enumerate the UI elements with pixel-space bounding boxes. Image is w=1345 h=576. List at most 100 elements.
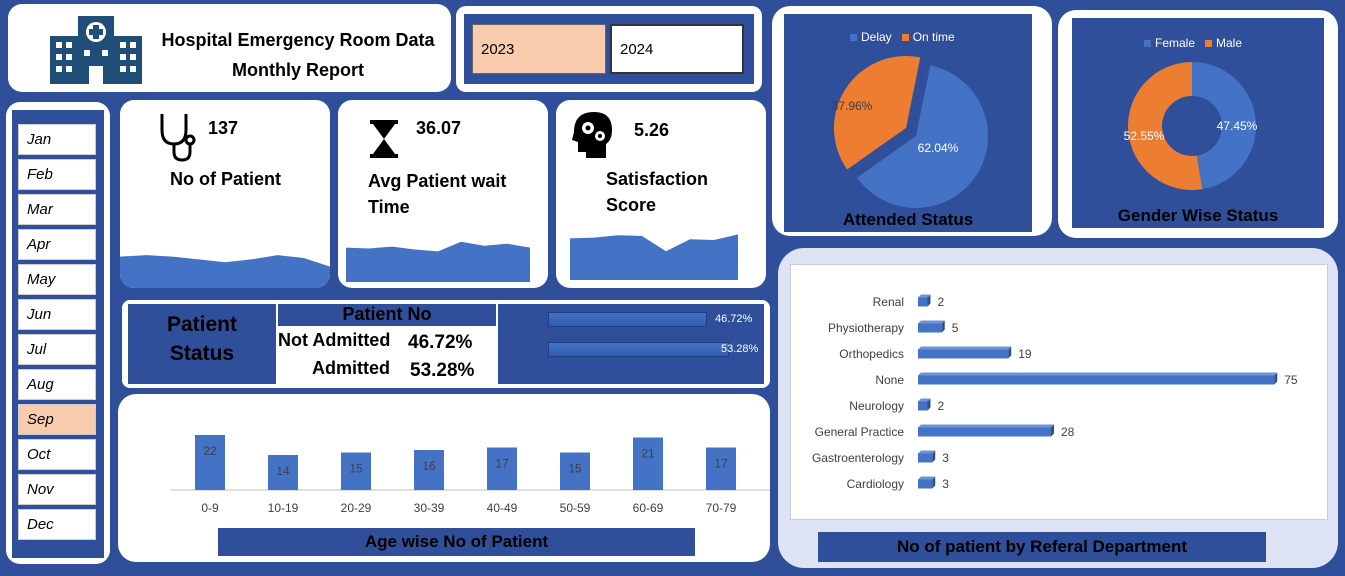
legend-female: Female <box>1144 36 1195 50</box>
age-bar-value: 17 <box>495 457 509 471</box>
attended-status-card: Delay On time 62.04% 37.96% Attended Stat… <box>772 6 1052 236</box>
age-bar-value: 14 <box>276 464 290 478</box>
age-bar <box>414 450 444 490</box>
title-card: Hospital Emergency Room Data Monthly Rep… <box>8 4 451 92</box>
donut-label-female: 47.45% <box>1217 119 1258 133</box>
referral-bar-value: 28 <box>1061 425 1075 439</box>
age-tick-label: 50-59 <box>560 501 591 515</box>
sparkline-area <box>346 241 530 282</box>
age-tick-label: 30-39 <box>414 501 445 515</box>
not-admitted-value: 46.72% <box>408 332 473 353</box>
referral-bar-top <box>918 320 945 324</box>
month-option-jan[interactable]: Jan <box>18 124 96 155</box>
page-title: Hospital Emergency Room Data <box>161 30 435 50</box>
kpi-patients-value: 137 <box>208 118 239 138</box>
referral-category-label: Neurology <box>849 399 904 413</box>
kpi-satisfaction-sparkline <box>570 234 738 280</box>
kpi-wait-card: 36.07 Avg Patient wait Time <box>338 100 548 288</box>
donut-slice-female <box>1192 62 1256 190</box>
age-bar <box>633 437 663 490</box>
kpi-patients-card: 137 No of Patient <box>120 100 330 288</box>
referral-bar <box>918 297 928 307</box>
referral-bar <box>918 349 1009 359</box>
referral-bar-side <box>932 476 936 489</box>
admitted-value: 53.28% <box>410 360 475 381</box>
pie-label-delay: 62.04% <box>918 141 959 155</box>
referral-bar-top <box>918 294 931 298</box>
referral-bar <box>918 375 1275 385</box>
donut-slice-male <box>1128 62 1203 190</box>
gender-chart-title: Gender Wise Status <box>1117 206 1279 225</box>
referral-bar-top <box>918 424 1054 428</box>
age-bar <box>560 452 590 490</box>
age-tick-label: 10-19 <box>268 501 299 515</box>
gender-donut-chart: 47.45% 52.55% <box>1124 62 1258 190</box>
referral-bar-side <box>1274 372 1278 385</box>
referral-category-label: Renal <box>873 295 904 309</box>
page-subtitle: Monthly Report <box>232 60 364 80</box>
referral-category-label: Orthopedics <box>839 347 904 361</box>
patient-status-title: Patient Status <box>128 304 276 384</box>
referral-bar-side <box>1008 346 1012 359</box>
month-option-aug[interactable]: Aug <box>18 369 96 400</box>
month-option-apr[interactable]: Apr <box>18 229 96 260</box>
referral-bar-top <box>918 450 936 454</box>
referral-bar-top <box>918 346 1012 350</box>
referral-bar-top <box>918 398 931 402</box>
kpi-patients-sparkline <box>120 255 330 288</box>
referral-bar <box>918 323 942 333</box>
pie-slice-on-time <box>834 56 921 170</box>
pie-label-on-time: 37.96% <box>832 99 873 113</box>
age-bar <box>195 435 225 490</box>
kpi-satisfaction-card: 5.26 Satisfaction Score <box>556 100 766 288</box>
month-option-dec[interactable]: Dec <box>18 509 96 540</box>
age-bar-value: 15 <box>349 462 363 476</box>
year-option-2024[interactable]: 2024 <box>610 24 744 74</box>
referral-category-label: Gastroenterology <box>812 451 904 465</box>
referral-bar-value: 5 <box>952 321 959 335</box>
referral-bar-side <box>927 398 931 411</box>
referral-category-label: Physiotherapy <box>828 321 904 335</box>
attended-chart-title: Attended Status <box>842 210 974 229</box>
stethoscope-icon <box>160 114 196 162</box>
referral-bar-value: 2 <box>938 399 945 413</box>
referral-bar-top <box>918 372 1278 376</box>
patient-no-header: Patient No <box>278 304 496 326</box>
donut-label-male: 52.55% <box>1124 129 1165 143</box>
month-option-oct[interactable]: Oct <box>18 439 96 470</box>
month-option-mar[interactable]: Mar <box>18 194 96 225</box>
patient-status-card: Patient Status Patient No Not Admitted 4… <box>122 300 770 388</box>
month-option-feb[interactable]: Feb <box>18 159 96 190</box>
referral-category-label: None <box>875 373 904 387</box>
age-bar-value: 21 <box>641 447 655 461</box>
kpi-wait-label-2: Time <box>368 197 410 217</box>
age-chart-card: 22 0-9 14 10-19 15 20-29 16 30-39 17 40-49 15 50-59… <box>118 394 770 562</box>
month-option-nov[interactable]: Nov <box>18 474 96 505</box>
age-bar-chart: 22 0-9 14 10-19 15 20-29 16 30-39 17 40-49 15 50-59… <box>170 435 770 515</box>
referral-bar-side <box>941 320 945 333</box>
referral-bar-value: 19 <box>1018 347 1032 361</box>
month-option-sep[interactable]: Sep <box>18 404 96 435</box>
kpi-wait-sparkline <box>346 241 530 282</box>
status-bar-0 <box>548 312 707 327</box>
referral-bar-chart: Renal 2 Physiotherapy 5 Orthopedics 19 None 75 N… <box>812 294 1298 491</box>
month-option-may[interactable]: May <box>18 264 96 295</box>
kpi-satisfaction-value: 5.26 <box>634 120 670 140</box>
kpi-wait-value: 36.07 <box>416 118 462 138</box>
age-bar-value: 17 <box>714 457 728 471</box>
year-option-2023[interactable]: 2023 <box>472 24 606 74</box>
age-chart-title: Age wise No of Patient <box>218 528 695 556</box>
referral-bar-side <box>1051 424 1054 437</box>
month-slicer: Jan Feb Mar Apr May Jun Jul Aug Sep Oct Nov Dec <box>6 102 110 564</box>
legend-delay: Delay <box>850 30 892 44</box>
referral-bar <box>918 479 933 489</box>
kpi-wait-label-1: Avg Patient wait <box>368 171 507 191</box>
sparkline-area <box>570 234 738 280</box>
age-bar <box>341 452 371 490</box>
referral-bar-value: 75 <box>1284 373 1298 387</box>
month-option-jun[interactable]: Jun <box>18 299 96 330</box>
gender-status-card: Female Male 47.45% 52.55% Gender Wise Sta… <box>1058 10 1338 238</box>
referral-bar-value: 2 <box>938 295 945 309</box>
month-option-jul[interactable]: Jul <box>18 334 96 365</box>
kpi-patients-label: No of Patient <box>170 169 281 189</box>
